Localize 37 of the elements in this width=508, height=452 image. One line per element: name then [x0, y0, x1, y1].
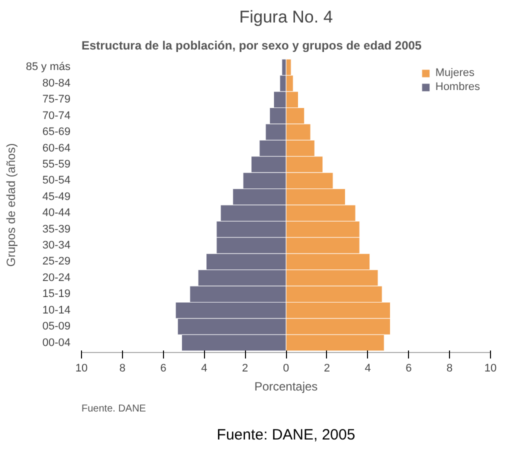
y-tick-label: 50-54 [42, 174, 71, 187]
x-tick-label: 0 [282, 362, 290, 374]
y-tick-label: 60-64 [42, 142, 71, 154]
legend-label: Mujeres [435, 67, 474, 79]
x-tick-label: 10 [75, 362, 88, 374]
y-tick-label: 30-34 [42, 240, 71, 252]
y-tick-label: 55-59 [42, 158, 71, 170]
x-tick-label: 8 [446, 362, 453, 374]
source-note: Fuente: DANE, 2005 [216, 426, 356, 444]
x-tick-label: 6 [406, 362, 412, 374]
y-tick-label: 40-44 [42, 207, 71, 220]
y-tick-label: 65-69 [42, 126, 71, 138]
chart-title: Figura No. 4 [239, 8, 333, 26]
chart-subtitle: Estructura de la población, por sexo y grupos de edad 2005 [82, 38, 422, 52]
x-axis-title: Porcentajes [254, 380, 318, 394]
x-tick-label: 10 [484, 362, 497, 374]
y-tick-label: 20-24 [42, 272, 71, 284]
x-tick-label: 8 [119, 362, 126, 374]
y-tick-label: 80-84 [42, 77, 71, 90]
y-tick-label: 10-14 [42, 304, 71, 316]
x-tick-label: 2 [242, 362, 248, 374]
x-tick-label: 4 [201, 362, 208, 374]
x-tick-label: 4 [364, 362, 371, 374]
y-tick-label: 00-04 [42, 336, 71, 349]
x-tick-label: 6 [160, 362, 166, 374]
legend-label: Hombres [435, 81, 480, 93]
source-note: Fuente. DANE [82, 404, 146, 414]
y-tick-label: 85 y más [26, 61, 71, 74]
y-tick-label: 05-09 [42, 320, 71, 333]
y-tick-label: 75-79 [42, 94, 71, 106]
x-tick-label: 2 [324, 362, 330, 374]
y-tick-label: 25-29 [42, 256, 71, 268]
y-tick-label: 35-39 [42, 223, 71, 236]
y-tick-label: 70-74 [42, 110, 71, 122]
y-axis-title: Grupos de edad (años) [4, 143, 18, 267]
y-tick-label: 45-49 [42, 190, 71, 203]
y-tick-label: 15-19 [42, 288, 71, 300]
